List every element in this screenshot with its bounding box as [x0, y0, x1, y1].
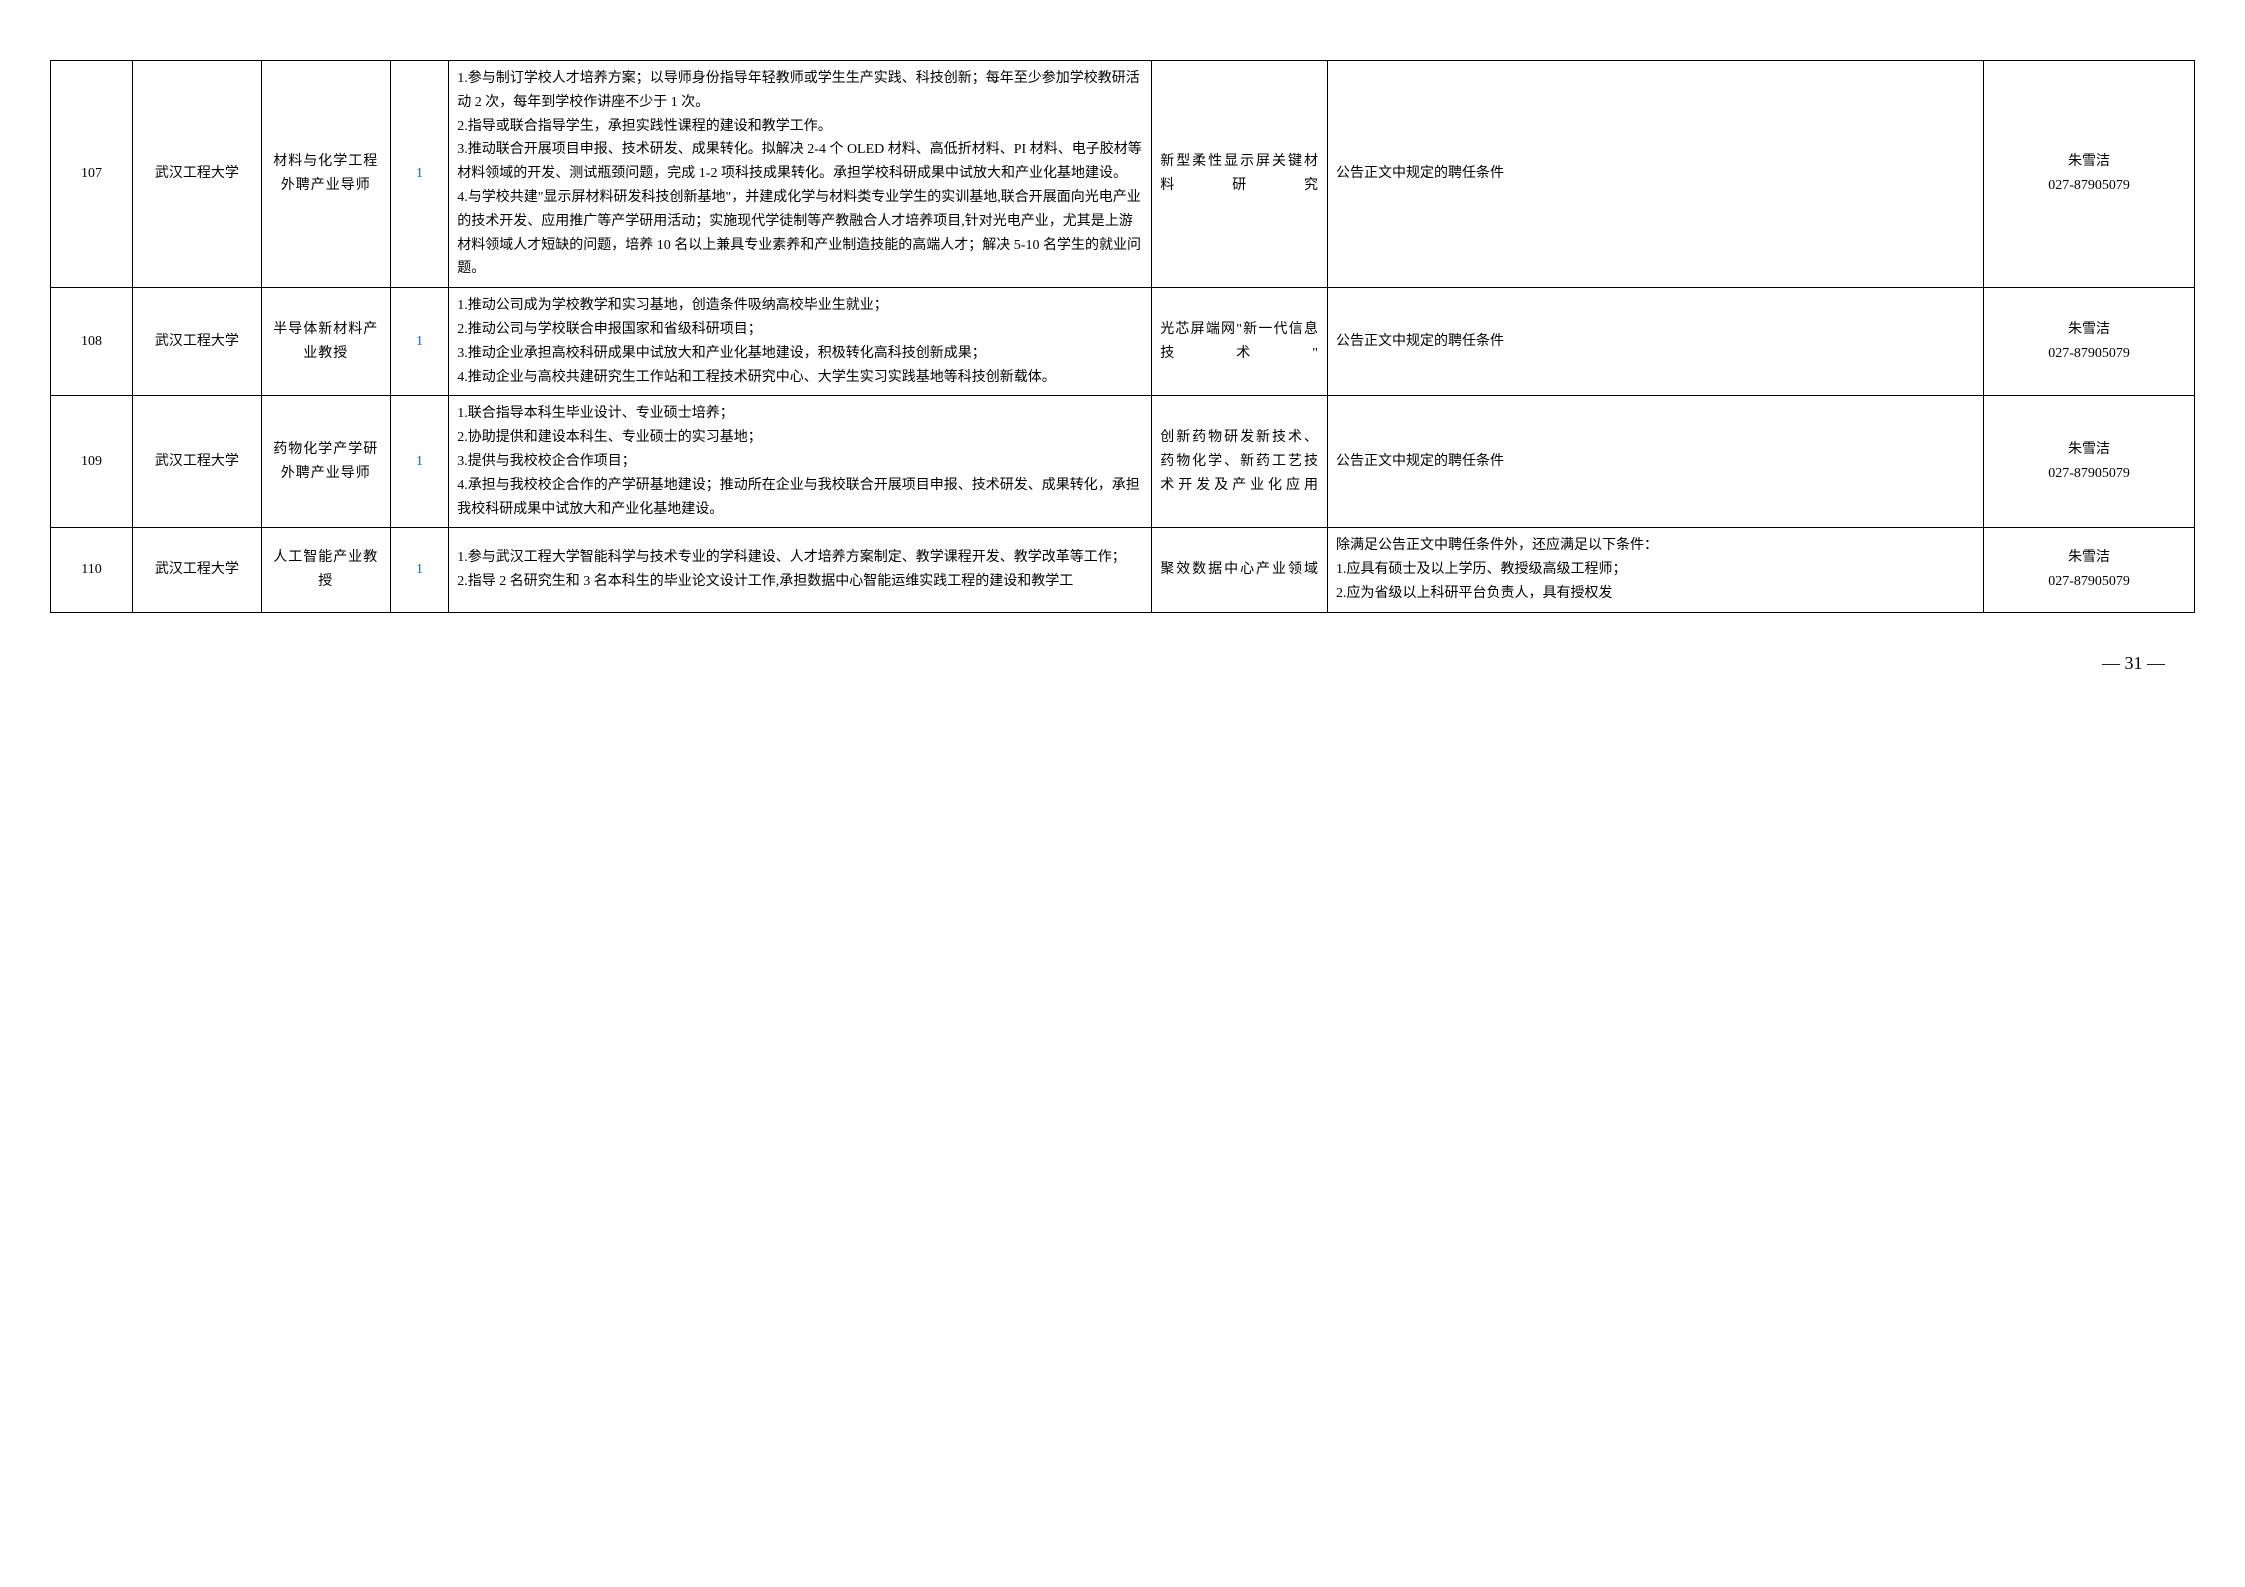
university-name: 武汉工程大学: [133, 528, 262, 612]
row-number: 107: [51, 61, 133, 288]
requirements: 公告正文中规定的聘任条件: [1327, 396, 1983, 528]
university-name: 武汉工程大学: [133, 288, 262, 396]
requirements: 除满足公告正文中聘任条件外，还应满足以下条件： 1.应具有硕士及以上学历、教授级…: [1327, 528, 1983, 612]
contact-info: 朱雪洁 027-87905079: [1984, 288, 2195, 396]
table-row: 107武汉工程大学材料与化学工程外聘产业导师11.参与制订学校人才培养方案；以导…: [51, 61, 2195, 288]
research-field: 光芯屏端网"新一代信息技术": [1152, 288, 1328, 396]
position-title: 材料与化学工程外聘产业导师: [261, 61, 390, 288]
requirements: 公告正文中规定的聘任条件: [1327, 61, 1983, 288]
position-title: 人工智能产业教授: [261, 528, 390, 612]
table-body: 107武汉工程大学材料与化学工程外聘产业导师11.参与制订学校人才培养方案；以导…: [51, 61, 2195, 613]
contact-info: 朱雪洁 027-87905079: [1984, 61, 2195, 288]
job-description: 1.参与武汉工程大学智能科学与技术专业的学科建设、人才培养方案制定、教学课程开发…: [449, 528, 1152, 612]
row-number: 109: [51, 396, 133, 528]
job-description: 1.推动公司成为学校教学和实习基地，创造条件吸纳高校毕业生就业； 2.推动公司与…: [449, 288, 1152, 396]
job-description: 1.联合指导本科生毕业设计、专业硕士培养； 2.协助提供和建设本科生、专业硕士的…: [449, 396, 1152, 528]
position-count: 1: [390, 396, 449, 528]
position-count: 1: [390, 61, 449, 288]
row-number: 110: [51, 528, 133, 612]
university-name: 武汉工程大学: [133, 61, 262, 288]
table-row: 110武汉工程大学人工智能产业教授11.参与武汉工程大学智能科学与技术专业的学科…: [51, 528, 2195, 612]
page-number: — 31 —: [50, 653, 2195, 674]
research-field: 新型柔性显示屏关键材料研究: [1152, 61, 1328, 288]
research-field: 聚效数据中心产业领域: [1152, 528, 1328, 612]
position-count: 1: [390, 288, 449, 396]
position-title: 半导体新材料产业教授: [261, 288, 390, 396]
position-title: 药物化学产学研外聘产业导师: [261, 396, 390, 528]
table-row: 109武汉工程大学药物化学产学研外聘产业导师11.联合指导本科生毕业设计、专业硕…: [51, 396, 2195, 528]
university-name: 武汉工程大学: [133, 396, 262, 528]
table-container: 107武汉工程大学材料与化学工程外聘产业导师11.参与制订学校人才培养方案；以导…: [50, 60, 2195, 613]
recruitment-table: 107武汉工程大学材料与化学工程外聘产业导师11.参与制订学校人才培养方案；以导…: [50, 60, 2195, 613]
position-count: 1: [390, 528, 449, 612]
job-description: 1.参与制订学校人才培养方案；以导师身份指导年轻教师或学生生产实践、科技创新；每…: [449, 61, 1152, 288]
requirements: 公告正文中规定的聘任条件: [1327, 288, 1983, 396]
row-number: 108: [51, 288, 133, 396]
table-row: 108武汉工程大学半导体新材料产业教授11.推动公司成为学校教学和实习基地，创造…: [51, 288, 2195, 396]
research-field: 创新药物研发新技术、药物化学、新药工艺技术开发及产业化应用: [1152, 396, 1328, 528]
contact-info: 朱雪洁 027-87905079: [1984, 396, 2195, 528]
contact-info: 朱雪洁 027-87905079: [1984, 528, 2195, 612]
